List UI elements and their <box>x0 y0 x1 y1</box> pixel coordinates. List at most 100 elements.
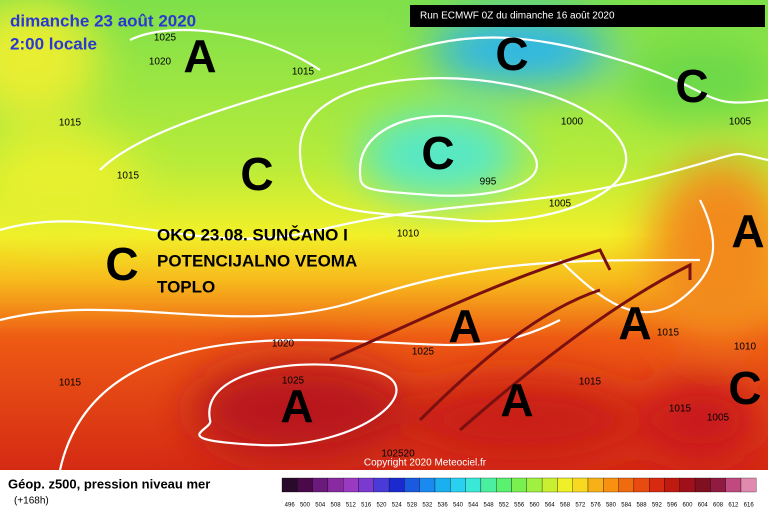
legend-swatch <box>725 477 742 493</box>
legend-swatch <box>541 477 558 493</box>
legend-swatch <box>358 477 374 493</box>
isobar-label: 1025 <box>282 376 305 387</box>
legend-swatch <box>281 477 298 493</box>
legend-label: 568 <box>560 503 571 509</box>
legend-label: 604 <box>698 503 709 509</box>
time: 2:00 locale <box>10 34 97 53</box>
legend-swatch <box>649 477 665 493</box>
isobar-label: 1015 <box>117 171 140 182</box>
legend-swatch <box>465 477 482 493</box>
legend-swatch <box>587 477 604 493</box>
isobar-label: 1015 <box>292 67 315 78</box>
legend-swatch <box>404 477 420 493</box>
legend-label: 608 <box>713 503 724 509</box>
overlay-line: POTENCIJALNO VEOMA <box>157 251 357 270</box>
legend-label: 496 <box>285 503 296 509</box>
legend-label: 588 <box>637 503 648 509</box>
pressure-symbol: A <box>500 374 533 426</box>
fields <box>0 0 768 460</box>
legend-swatch <box>511 477 527 493</box>
legend-label: 592 <box>652 503 663 509</box>
isobar-label: 1025 <box>154 33 177 44</box>
legend-label: 556 <box>514 503 525 509</box>
legend-lead: (+168h) <box>14 496 49 507</box>
legend-swatch <box>388 477 405 493</box>
legend-swatch <box>327 477 344 493</box>
legend-swatch <box>572 477 589 493</box>
legend-swatch <box>312 477 329 493</box>
legend-swatch <box>679 477 696 493</box>
legend-label: 512 <box>346 503 357 509</box>
isobar-label: 1010 <box>397 229 420 240</box>
pressure-symbol: A <box>183 30 216 82</box>
legend-swatch <box>557 477 573 493</box>
legend-label: 572 <box>575 503 586 509</box>
isobar-label: 995 <box>480 177 497 188</box>
legend-swatch <box>694 477 711 493</box>
isobar-label: 102520 <box>381 449 415 460</box>
overlay-line: OKO 23.08. SUNČANO I <box>157 225 348 244</box>
arrows <box>329 248 692 432</box>
date: dimanche 23 août 2020 <box>10 11 196 30</box>
pressure-symbol: A <box>731 205 764 257</box>
pressure-symbol: C <box>421 127 454 179</box>
isobar-label: 1015 <box>579 377 602 388</box>
pressure-symbol: C <box>728 362 761 414</box>
legend-swatch <box>603 477 619 493</box>
legend-label: 564 <box>545 503 556 509</box>
isobar-label: 1005 <box>549 199 572 210</box>
isobar-label: 1005 <box>707 413 730 424</box>
legend-swatch <box>419 477 436 493</box>
legend-swatch <box>373 477 390 493</box>
legend-label: 536 <box>438 503 449 509</box>
isobar-label: 1000 <box>561 117 584 128</box>
legend-label: 524 <box>392 503 403 509</box>
legend-label: 552 <box>499 503 510 509</box>
pressure-symbol: C <box>240 148 273 200</box>
legend-label: 540 <box>453 503 464 509</box>
legend-label: 584 <box>621 503 632 509</box>
pressure-symbol: A <box>618 297 651 349</box>
legend-swatch <box>710 477 726 493</box>
isobar-label: 1015 <box>657 328 680 339</box>
isobar-label: 1015 <box>669 404 692 415</box>
legend-swatch <box>434 477 451 493</box>
legend-swatch <box>480 477 497 493</box>
legend-swatch <box>496 477 512 493</box>
pressure-symbol: C <box>675 60 708 112</box>
legend-label: 532 <box>422 503 433 509</box>
pressure-symbol: A <box>280 380 313 432</box>
legend-swatch <box>450 477 466 493</box>
legend-label: 612 <box>728 503 739 509</box>
legend-swatch <box>618 477 635 493</box>
copyright: Copyright 2020 Meteociel.fr <box>364 458 487 469</box>
pressure-symbol: A <box>448 300 481 352</box>
legend-label: 548 <box>484 503 495 509</box>
isobar-label: 1015 <box>59 378 82 389</box>
legend-label: 520 <box>376 503 387 509</box>
legend-label: 500 <box>300 503 311 509</box>
legend-label: 576 <box>591 503 602 509</box>
legend-label: 504 <box>315 503 326 509</box>
isobar-label: 1010 <box>734 342 757 353</box>
legend-label: 600 <box>682 503 693 509</box>
legend-label: 616 <box>744 503 755 509</box>
isobar-label: 1020 <box>149 57 172 68</box>
run-text: Run ECMWF 0Z du dimanche 16 août 2020 <box>420 11 615 22</box>
legend-label: 560 <box>529 503 540 509</box>
legend-label: 544 <box>468 503 479 509</box>
legend-swatch <box>343 477 359 493</box>
legend-label: 596 <box>667 503 678 509</box>
legend-swatch <box>526 477 543 493</box>
legend-label: 516 <box>361 503 372 509</box>
legend-swatch <box>740 477 757 493</box>
legend-title: Géop. z500, pression niveau mer <box>8 476 210 491</box>
pressure-symbol: C <box>105 238 138 290</box>
pressure-symbol: C <box>495 28 528 80</box>
legend-label: 580 <box>606 503 617 509</box>
isobar-label: 1020 <box>272 339 295 350</box>
isobar-label: 1025 <box>412 347 435 358</box>
legend-label: 508 <box>331 503 342 509</box>
